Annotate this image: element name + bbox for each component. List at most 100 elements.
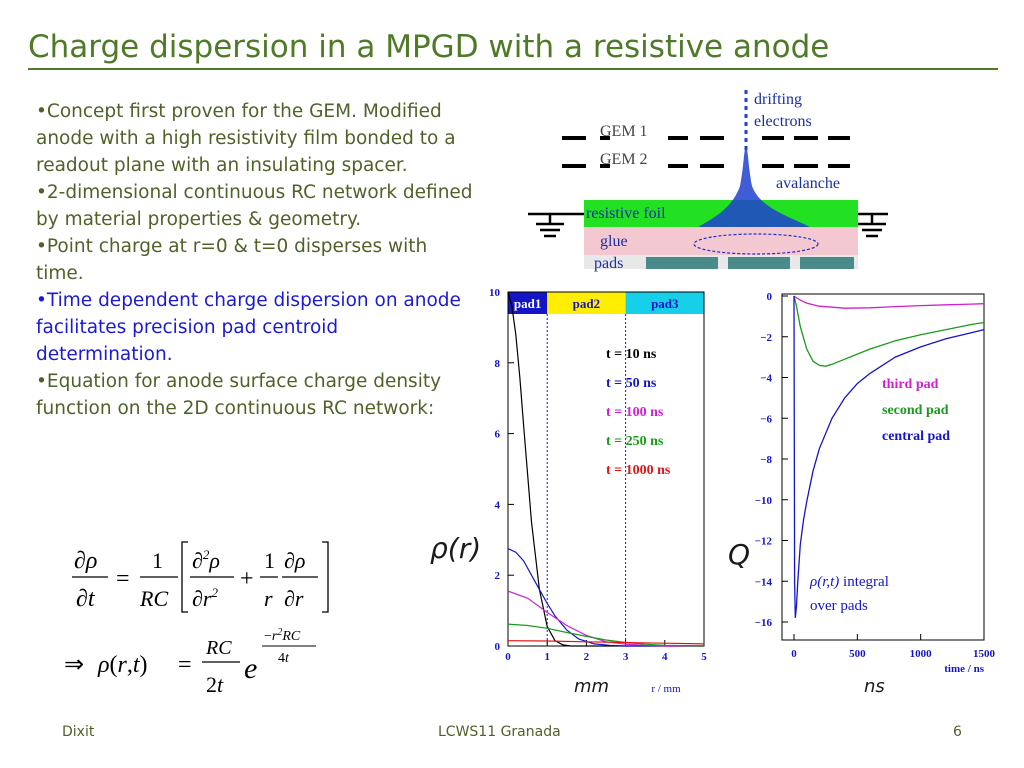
svg-text:∂2ρ: ∂2ρ	[192, 547, 220, 573]
svg-text:∂ρ: ∂ρ	[284, 548, 305, 573]
y-tick-label: −2	[760, 332, 772, 344]
detector-diagram: drifting electrons GEM 1 GEM 2 avalanche…	[528, 90, 888, 272]
y-tick-label: 6	[495, 429, 501, 441]
y-tick-label: 2	[495, 570, 501, 582]
pad-label: pad3	[651, 296, 679, 311]
gem1-label: GEM 1	[600, 123, 648, 140]
y-tick-label: 0	[495, 641, 501, 653]
legend-entry: t = 250 ns	[606, 434, 664, 449]
legend-entry: t = 100 ns	[606, 405, 664, 420]
y-tick-label: −4	[760, 373, 772, 385]
y-tick-label: −6	[760, 413, 772, 425]
drifting-label: drifting	[754, 91, 802, 108]
svg-text:∂r2: ∂r2	[192, 585, 218, 611]
bullet-item: •Equation for anode surface charge densi…	[36, 371, 442, 419]
legend-entry: t = 50 ns	[606, 376, 657, 391]
series-line-t-1000-ns	[507, 640, 705, 645]
slide-title: Charge dispersion in a MPGD with a resis…	[28, 26, 998, 70]
svg-text:−r2RC: −r2RC	[264, 627, 301, 644]
pad-header-band	[625, 292, 704, 314]
svg-text:⇒: ⇒	[64, 652, 84, 678]
gem-layers	[562, 136, 850, 168]
svg-text:∂ρ: ∂ρ	[74, 548, 97, 574]
electrons-label: electrons	[754, 113, 812, 130]
legend-entry: central pad	[882, 429, 950, 444]
pad-header-band	[508, 292, 548, 314]
glue-dispersion-shape	[693, 233, 819, 255]
bullet-item: •Point charge at r=0 & t=0 disperses wit…	[36, 236, 428, 284]
x-tick-label: 5	[701, 651, 707, 663]
pad-label: pad1	[514, 296, 541, 311]
x-tick-label: 1000	[910, 648, 933, 660]
ns-unit-label: ns	[864, 676, 885, 697]
series-line-second-pad	[793, 295, 985, 367]
x-tick-label: 4	[662, 651, 668, 663]
y-tick-label: 0	[767, 291, 773, 303]
x-tick-label: 0	[791, 648, 797, 660]
svg-text:=: =	[116, 566, 130, 592]
x-axis-title: r / mm	[651, 683, 681, 695]
svg-text:∂r: ∂r	[284, 586, 304, 611]
svg-text:ρ(r,t): ρ(r,t)	[97, 652, 148, 678]
y-tick-label: 10	[489, 287, 501, 299]
svg-text:1: 1	[264, 548, 275, 573]
x-tick-label: 0	[505, 651, 511, 663]
svg-text:∂t: ∂t	[76, 586, 96, 612]
legend-entry: t = 10 ns	[606, 347, 657, 362]
svg-text:1: 1	[152, 548, 163, 573]
ground-symbol-right	[858, 212, 888, 238]
pad-header-band	[547, 292, 626, 314]
series-line-t-250-ns	[507, 623, 705, 647]
x-tick-label: 1	[544, 651, 550, 663]
bullet-item: •2-dimensional continuous RC network def…	[36, 182, 473, 230]
glue-layer	[584, 227, 858, 255]
y-tick-label: −16	[755, 617, 773, 629]
y-tick-label: −8	[760, 454, 772, 466]
y-tick-label: 4	[495, 499, 501, 511]
footer-author: Dixit	[62, 724, 95, 740]
pad-charge-chart: 0 500 1000 1500 0 −2 −4 −6 −8 −10 −12 −14 −16 third p…	[755, 291, 996, 675]
y-tick-label: −12	[755, 536, 773, 548]
y-tick-label: −14	[755, 576, 773, 588]
y-tick-label: 8	[495, 358, 501, 370]
annotation-text: ρ(r,t) integral	[809, 574, 889, 590]
svg-text:2t: 2t	[206, 672, 224, 697]
x-axis-title: time / ns	[944, 663, 984, 675]
series-line-t-50-ns	[507, 548, 704, 647]
resistive-foil-label: resistive foil	[586, 205, 666, 222]
series-line-t-10-ns	[507, 291, 704, 647]
footer-page-number: 6	[953, 724, 962, 740]
svg-text:RC: RC	[139, 586, 168, 611]
x-tick-label: 500	[849, 648, 866, 660]
avalanche-label: avalanche	[776, 175, 840, 192]
x-tick-label: 2	[584, 651, 590, 663]
x-tick-label: 3	[623, 651, 629, 663]
avalanche-shape	[698, 147, 810, 227]
svg-text:+: +	[240, 566, 254, 592]
glue-label: glue	[600, 233, 628, 250]
y-tick-label: −10	[755, 495, 773, 507]
rho-axis-label: ρ(r)	[430, 532, 482, 565]
legend-entry: second pad	[882, 403, 949, 418]
legend-entry: third pad	[882, 377, 939, 392]
charge-density-chart: pad1 pad2 pad3 0 1 2 3 4 5 0 2 4 6 8 10 t = 10 ns t = 50…	[489, 287, 707, 695]
svg-text:=: =	[178, 652, 192, 678]
svg-text:RC: RC	[205, 637, 232, 659]
gem2-label: GEM 2	[600, 151, 648, 168]
pads-label: pads	[594, 255, 623, 272]
pad-label: pad2	[573, 296, 600, 311]
series-line-third-pad	[793, 295, 985, 309]
legend-entry: t = 1000 ns	[606, 463, 671, 478]
series-line-central-pad	[793, 295, 985, 618]
svg-text:e: e	[244, 652, 257, 685]
dispersion-equations: ∂ρ ∂t = 1 RC ∂2ρ ∂r2 + 1 r ∂ρ ∂r ⇒ ρ(r,t…	[64, 541, 329, 697]
x-tick-label: 1500	[973, 648, 996, 660]
annotation-text-line2: over pads	[810, 598, 868, 614]
footer-event: LCWS11 Granada	[438, 724, 561, 740]
mm-unit-label: mm	[574, 676, 610, 697]
plot-frame	[781, 293, 985, 641]
bullet-item: •Concept first proven for the GEM. Modif…	[36, 101, 456, 176]
svg-text:4t: 4t	[278, 651, 290, 666]
ground-symbol-left	[528, 212, 584, 238]
series-line-t-100-ns	[507, 590, 704, 647]
